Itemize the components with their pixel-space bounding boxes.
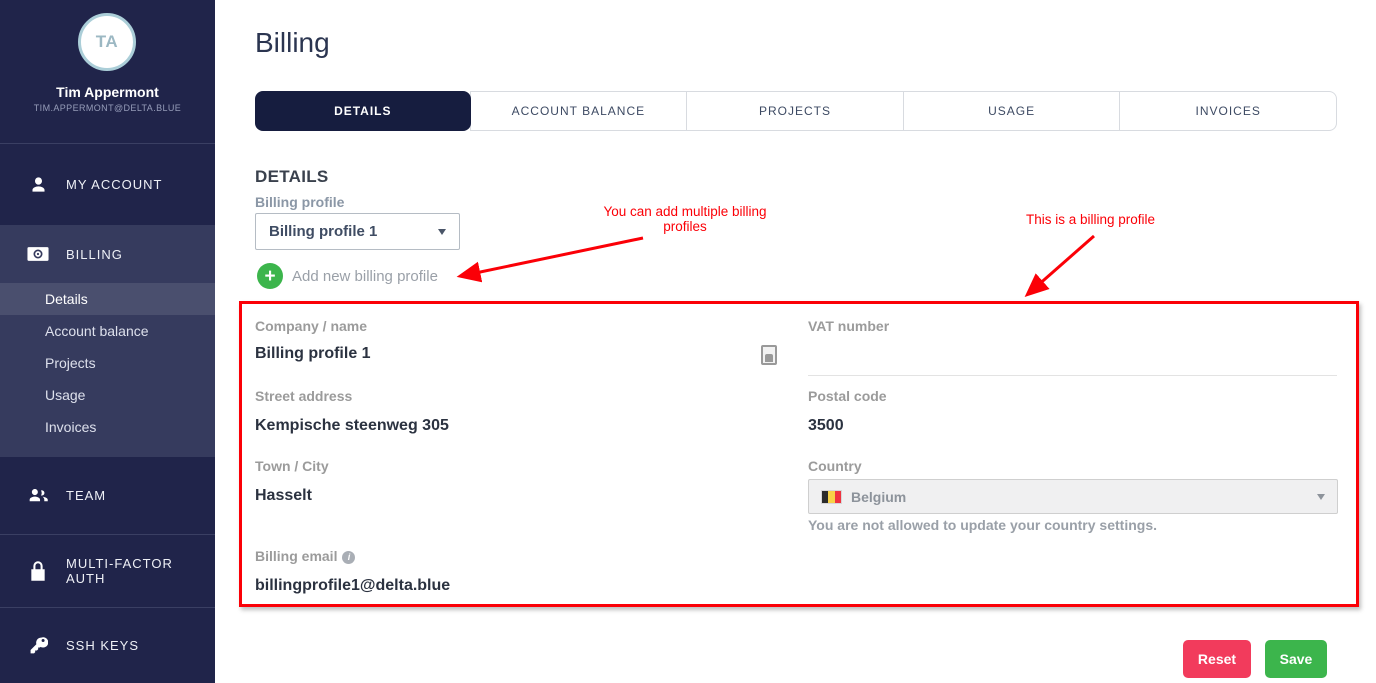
sidebar-item-usage[interactable]: Usage [0, 379, 215, 411]
sidebar-item-my-account[interactable]: MY ACCOUNT [0, 143, 215, 225]
belgium-flag-icon [821, 489, 842, 504]
tab-invoices[interactable]: INVOICES [1119, 91, 1337, 131]
plus-icon: + [264, 265, 276, 287]
billing-email-label: Billing email i [255, 548, 356, 564]
add-billing-profile-button[interactable]: + [257, 263, 283, 289]
sidebar: TA Tim Appermont TIM.APPERMONT@DELTA.BLU… [0, 0, 215, 683]
sidebar-item-invoices[interactable]: Invoices [0, 411, 215, 443]
billing-profile-label: Billing profile [255, 194, 345, 210]
billing-profile-selected-value: Billing profile 1 [269, 223, 378, 240]
chevron-down-icon [1317, 493, 1325, 500]
town-city-value[interactable]: Hasselt [255, 487, 312, 504]
sub-item-label: Usage [45, 387, 86, 403]
user-icon [27, 173, 49, 195]
page-title: Billing [255, 27, 330, 58]
company-name-label: Company / name [255, 318, 368, 334]
annotation-multiple-profiles: You can add multiple billing profiles [603, 204, 767, 234]
billing-profile-select[interactable]: Billing profile 1 [255, 213, 460, 250]
tab-bar: DETAILS ACCOUNT BALANCE PROJECTS USAGE I… [255, 91, 1337, 131]
sidebar-item-details[interactable]: Details [0, 283, 215, 315]
key-icon [27, 634, 49, 656]
sidebar-item-label: MULTI-FACTOR AUTH [66, 555, 173, 586]
company-name-value[interactable]: Billing profile 1 [255, 345, 371, 362]
sidebar-item-multi-factor-auth[interactable]: MULTI-FACTOR AUTH [0, 534, 215, 607]
tab-usage[interactable]: USAGE [902, 91, 1121, 131]
annotation-highlight-box [239, 301, 1359, 607]
sidebar-item-ssh-keys[interactable]: SSH KEYS [0, 607, 215, 683]
annotation-arrow-right [1024, 234, 1095, 297]
avatar-initials: TA [95, 32, 119, 51]
sidebar-item-billing[interactable]: BILLING [0, 225, 215, 283]
tab-details[interactable]: DETAILS [255, 91, 471, 131]
user-email: TIM.APPERMONT@DELTA.BLUE [33, 103, 182, 113]
avatar[interactable]: TA [78, 13, 136, 71]
vat-input-underline[interactable] [808, 375, 1337, 376]
save-button[interactable]: Save [1265, 640, 1327, 678]
divider [0, 607, 215, 608]
section-heading: DETAILS [255, 167, 329, 186]
divider [0, 143, 215, 144]
sub-item-label: Projects [45, 355, 96, 371]
banknote-icon [27, 243, 49, 265]
tab-projects[interactable]: PROJECTS [686, 91, 904, 131]
street-address-value[interactable]: Kempische steenweg 305 [255, 417, 449, 434]
annotation-arrow-left [456, 236, 644, 283]
country-selected-value: Belgium [851, 488, 907, 505]
chevron-down-icon [438, 228, 446, 235]
sidebar-item-label: TEAM [66, 488, 107, 503]
reset-button[interactable]: Reset [1183, 640, 1251, 678]
info-icon[interactable]: i [342, 550, 356, 564]
street-address-label: Street address [255, 388, 353, 404]
town-city-label: Town / City [255, 458, 329, 474]
user-name: Tim Appermont [56, 84, 159, 100]
sub-item-label: Account balance [45, 323, 149, 339]
team-icon [27, 485, 49, 507]
vat-number-label: VAT number [808, 318, 890, 334]
sub-item-label: Details [45, 291, 88, 307]
sidebar-item-projects[interactable]: Projects [0, 347, 215, 379]
tab-account-balance[interactable]: ACCOUNT BALANCE [469, 91, 688, 131]
lock-icon [27, 560, 49, 582]
postal-code-label: Postal code [808, 388, 887, 404]
sub-item-label: Invoices [45, 419, 97, 435]
postal-code-value[interactable]: 3500 [808, 417, 844, 434]
add-billing-profile-label[interactable]: Add new billing profile [292, 268, 438, 285]
annotation-billing-profile: This is a billing profile [1026, 212, 1156, 227]
country-label: Country [808, 458, 862, 474]
country-select[interactable]: Belgium [808, 479, 1338, 514]
billing-email-value[interactable]: billingprofile1@delta.blue [255, 577, 451, 594]
divider [0, 534, 215, 535]
country-note: You are not allowed to update your count… [808, 517, 1157, 533]
contact-autofill-icon[interactable] [761, 345, 777, 365]
sidebar-item-team[interactable]: TEAM [0, 457, 215, 534]
sidebar-item-label: SSH KEYS [66, 637, 140, 653]
sidebar-item-account-balance[interactable]: Account balance [0, 315, 215, 347]
sidebar-section-billing: BILLING Details Account balance Projects… [0, 225, 215, 457]
sidebar-item-label: BILLING [66, 246, 123, 262]
sidebar-item-label: MY ACCOUNT [66, 176, 163, 192]
